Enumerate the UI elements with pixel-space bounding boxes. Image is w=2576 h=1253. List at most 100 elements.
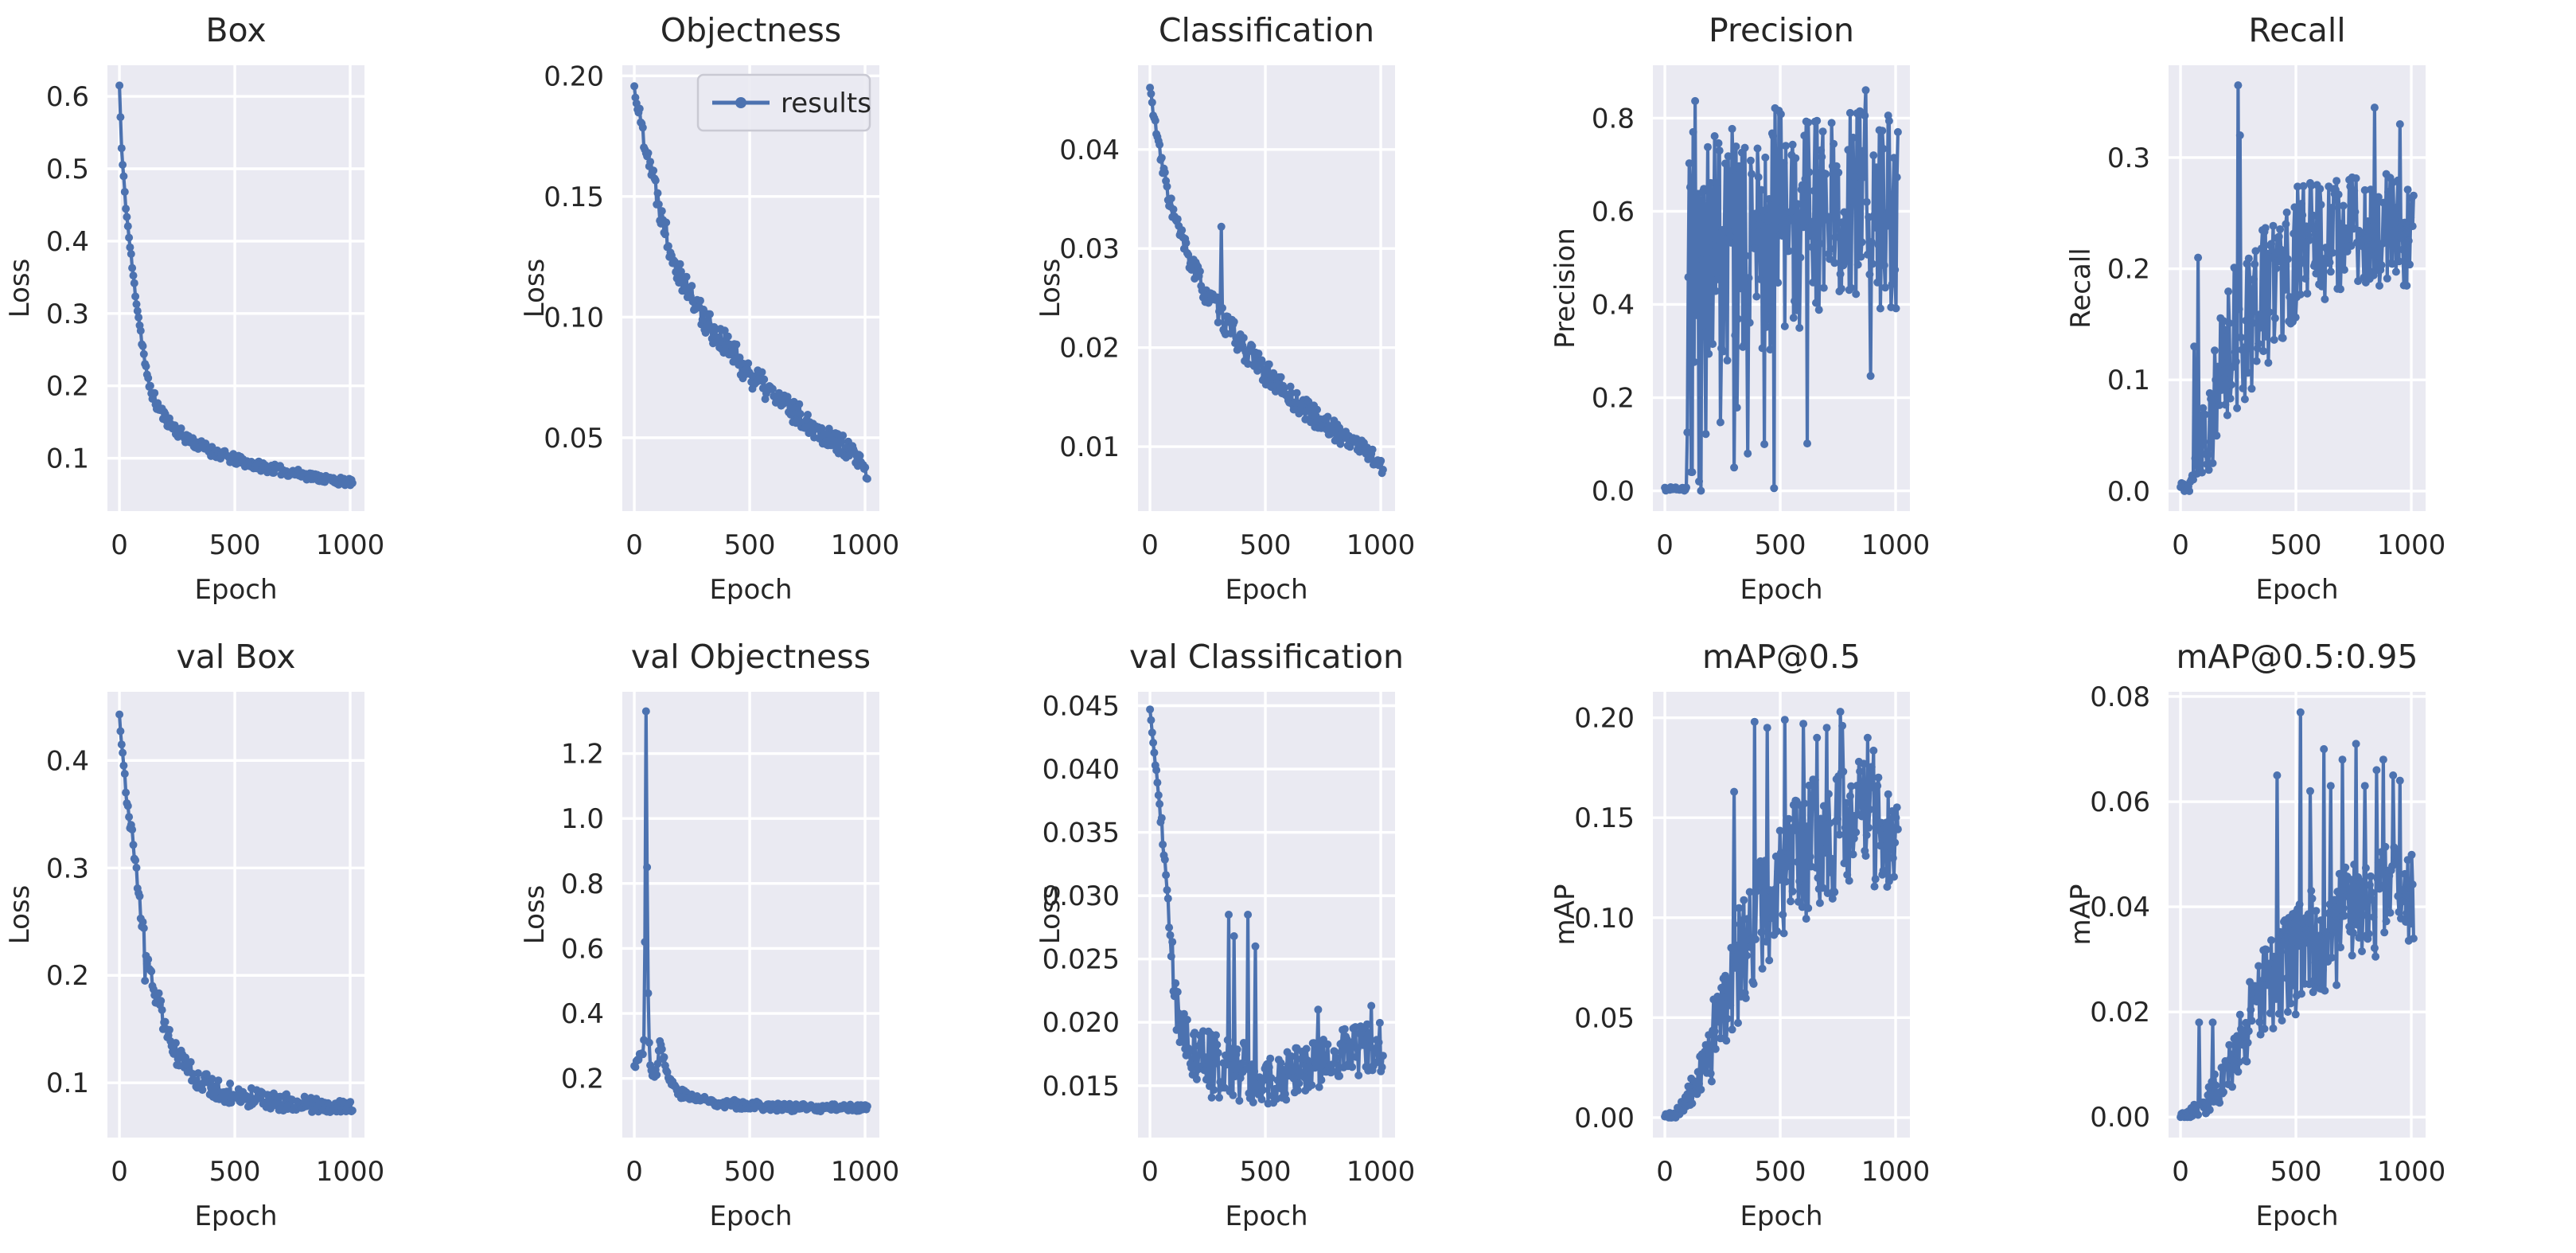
results-markers [115, 710, 357, 1116]
results-markers [630, 707, 872, 1116]
grid [1137, 65, 1395, 511]
x-axis-label: Epoch [1740, 1200, 1823, 1232]
y-tick-label: 0.1 [46, 443, 89, 475]
x-tick-label: 0 [1141, 1156, 1159, 1188]
x-tick-label: 0 [1656, 529, 1674, 561]
y-tick-label: 0.2 [46, 371, 89, 403]
results-markers [1145, 705, 1387, 1108]
chart-classification: Classification 0 500 1000 0.01 0.02 0.03 0.04 Ep… [1035, 11, 1416, 606]
plot-title: mAP@0.5 [1702, 638, 1861, 676]
x-tick-label: 500 [2270, 1156, 2321, 1188]
y-tick-label: 0.4 [561, 998, 604, 1030]
x-tick-label: 1000 [1861, 529, 1931, 561]
y-tick-label: 0.10 [544, 302, 605, 334]
x-tick-label: 0 [111, 1156, 128, 1188]
subplot-map05: mAP@0.5 0 500 1000 0.00 0.05 0.10 0.15 0.20 Epoch… [1545, 626, 2060, 1253]
x-tick-label: 0 [2172, 529, 2189, 561]
plot-title: Recall [2248, 11, 2345, 49]
subplot-val-objectness: val Objectness 0 500 1000 0.2 0.4 0.6 0.8 1.0 1.2… [515, 626, 1030, 1253]
chart-box: Box 0 500 1000 0.1 0.2 0.3 0.4 0.5 0.6 Epoch Loss [4, 11, 384, 606]
series-results [1145, 84, 1387, 478]
x-axis-label: Epoch [194, 1200, 277, 1232]
y-tick-label: 0.05 [1574, 1002, 1635, 1034]
results-markers [630, 82, 872, 483]
x-axis-label: Epoch [1740, 574, 1823, 606]
x-tick-label: 500 [209, 529, 261, 561]
chart-recall: Recall 0 500 1000 0.0 0.1 0.2 0.3 Epoch Recall [2065, 11, 2445, 606]
x-tick-label: 500 [1239, 1156, 1291, 1188]
y-tick-label: 0.4 [46, 745, 89, 777]
y-tick-label: 0.2 [46, 960, 89, 992]
plot-title: mAP@0.5:0.95 [2176, 638, 2418, 676]
x-tick-label: 500 [209, 1156, 261, 1188]
x-tick-label: 1000 [2376, 1156, 2445, 1188]
series-results [115, 710, 357, 1116]
x-axis-label: Epoch [710, 1200, 793, 1232]
plot-title: Box [205, 11, 266, 49]
subplot-map05-095: mAP@0.5:0.95 0 500 1000 0.00 0.02 0.04 0.06 0.08… [2061, 626, 2576, 1253]
x-tick-label: 0 [2172, 1156, 2189, 1188]
x-tick-label: 1000 [1346, 529, 1416, 561]
y-tick-label: 0.00 [2090, 1102, 2150, 1134]
subplot-box: Box 0 500 1000 0.1 0.2 0.3 0.4 0.5 0.6 Epoch Loss [0, 0, 515, 626]
grid [107, 65, 364, 511]
y-tick-label: 0.2 [2106, 254, 2149, 286]
x-axis-label: Epoch [194, 574, 277, 606]
x-tick-label: 500 [1755, 529, 1806, 561]
y-axis-label: Loss [4, 885, 36, 945]
x-axis-label: Epoch [710, 574, 793, 606]
x-tick-label: 1000 [2376, 529, 2445, 561]
y-tick-label: 0.040 [1042, 754, 1119, 786]
x-tick-label: 0 [626, 529, 644, 561]
x-tick-label: 1000 [1861, 1156, 1931, 1188]
y-tick-label: 0.15 [544, 182, 605, 213]
y-tick-label: 0.03 [1059, 233, 1120, 265]
y-tick-label: 0.030 [1042, 880, 1119, 912]
y-tick-label: 0.08 [2090, 681, 2150, 713]
y-tick-label: 0.20 [1574, 703, 1635, 735]
y-tick-label: 0.8 [1592, 103, 1635, 135]
results-markers [2176, 81, 2418, 495]
subplot-val-box: val Box 0 500 1000 0.1 0.2 0.3 0.4 Epoch Loss [0, 626, 515, 1253]
y-tick-label: 0.20 [544, 61, 605, 92]
x-tick-label: 500 [1239, 529, 1291, 561]
y-tick-label: 0.01 [1059, 431, 1120, 463]
y-tick-label: 1.2 [561, 739, 604, 771]
y-tick-label: 0.3 [2106, 142, 2149, 174]
x-tick-label: 1000 [831, 529, 900, 561]
y-tick-label: 0.6 [46, 81, 89, 113]
x-tick-label: 0 [1141, 529, 1159, 561]
y-tick-label: 0.045 [1042, 691, 1119, 723]
y-tick-label: 0.6 [561, 933, 604, 965]
y-tick-label: 0.05 [544, 423, 605, 455]
series-results [1661, 86, 1903, 495]
subplot-objectness: Objectness 0 500 1000 0.05 0.10 0.15 0.20 Epoch L… [515, 0, 1030, 626]
y-tick-label: 0.025 [1042, 944, 1119, 976]
subplot-classification: Classification 0 500 1000 0.01 0.02 0.03 0.04 Ep… [1031, 0, 1545, 626]
y-tick-label: 0.2 [561, 1064, 604, 1095]
y-tick-label: 0.04 [2090, 892, 2150, 923]
series-results [2176, 708, 2418, 1122]
y-axis-label: Loss [4, 259, 36, 318]
y-axis-label: Recall [2065, 248, 2097, 328]
chart-val-classification: val Classification 0 500 1000 0.015 0.020 0.02… [1035, 638, 1415, 1232]
x-axis-label: Epoch [1225, 1200, 1307, 1232]
chart-objectness: Objectness 0 500 1000 0.05 0.10 0.15 0.20 Epoch L… [519, 11, 900, 606]
legend-label: results [781, 88, 871, 119]
y-axis-label: mAP [1549, 884, 1581, 946]
chart-val-box: val Box 0 500 1000 0.1 0.2 0.3 0.4 Epoch Loss [4, 638, 385, 1232]
y-tick-label: 0.0 [1592, 476, 1635, 508]
chart-val-objectness: val Objectness 0 500 1000 0.2 0.4 0.6 0.8 1.0 1.2… [519, 638, 899, 1232]
results-markers [1661, 708, 1903, 1122]
plot-title: Classification [1159, 11, 1374, 49]
y-axis-label: Loss [1035, 259, 1066, 318]
results-markers [2176, 708, 2418, 1122]
x-axis-label: Epoch [2255, 574, 2338, 606]
x-tick-label: 500 [2270, 529, 2321, 561]
x-tick-label: 1000 [316, 1156, 385, 1188]
series-results [630, 82, 872, 483]
y-tick-label: 0.06 [2090, 787, 2150, 818]
x-tick-label: 0 [111, 529, 128, 561]
y-tick-label: 0.3 [46, 853, 89, 884]
